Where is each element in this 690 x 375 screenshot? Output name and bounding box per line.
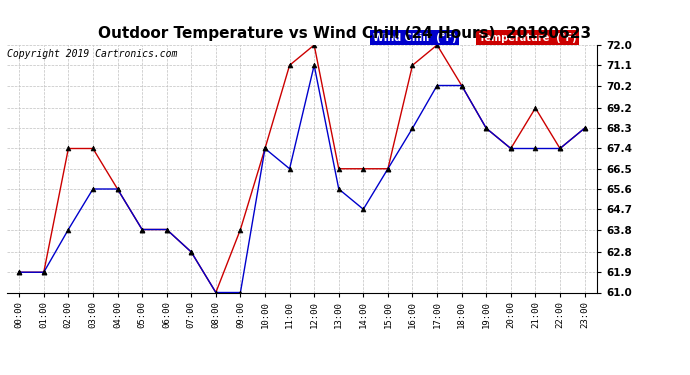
- Text: Outdoor Temperature vs Wind Chill (24 Hours)  20190623: Outdoor Temperature vs Wind Chill (24 Ho…: [99, 26, 591, 41]
- Text: Copyright 2019 Cartronics.com: Copyright 2019 Cartronics.com: [7, 49, 177, 59]
- Text: Temperature  (°F): Temperature (°F): [479, 33, 576, 42]
- Text: Wind Chill  (°F): Wind Chill (°F): [373, 33, 456, 42]
